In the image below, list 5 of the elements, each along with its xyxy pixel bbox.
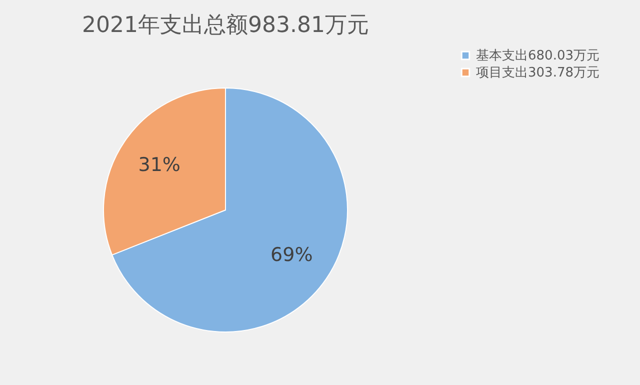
data-label: 69%: [270, 244, 313, 266]
legend-label: 基本支出680.03万元: [476, 48, 600, 64]
data-label: 31%: [138, 154, 180, 176]
chart-title: 2021年支出总额983.81万元: [82, 13, 369, 38]
legend-label: 项目支出303.78万元: [476, 66, 600, 80]
